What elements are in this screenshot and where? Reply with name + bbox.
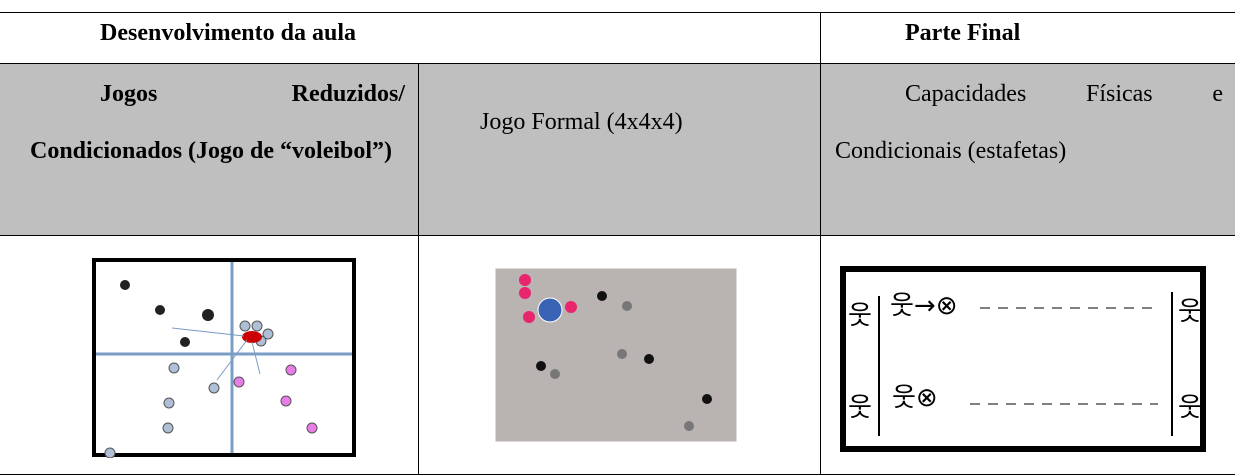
svg-text:웃: 웃 bbox=[1178, 297, 1202, 327]
rule bbox=[0, 12, 1235, 13]
row-background bbox=[0, 63, 1235, 235]
rule bbox=[820, 12, 821, 475]
svg-text:웃: 웃 bbox=[1178, 393, 1202, 423]
rule bbox=[0, 63, 1235, 64]
svg-text:웃⊗: 웃⊗ bbox=[892, 383, 938, 413]
header-left: Desenvolvimento da aula bbox=[100, 20, 357, 46]
activity: Capacidades Físicas e Condicionais (esta… bbox=[835, 81, 1223, 164]
activity: Jogo Formal (4x4x4) bbox=[480, 109, 683, 135]
rule bbox=[418, 63, 419, 475]
court-diagram bbox=[492, 265, 740, 445]
rule bbox=[0, 235, 1235, 236]
header-right: Parte Final bbox=[905, 20, 1021, 46]
court-diagram bbox=[92, 258, 356, 458]
svg-text:웃→⊗: 웃→⊗ bbox=[890, 291, 958, 321]
relay-diagram: 웃 웃→⊗ 웃 웃 웃⊗ 웃 bbox=[840, 266, 1206, 452]
svg-text:웃: 웃 bbox=[848, 301, 872, 331]
svg-text:웃: 웃 bbox=[848, 393, 872, 423]
activity: Jogos Reduzidos/ Condicionados (Jogo de … bbox=[30, 81, 405, 164]
